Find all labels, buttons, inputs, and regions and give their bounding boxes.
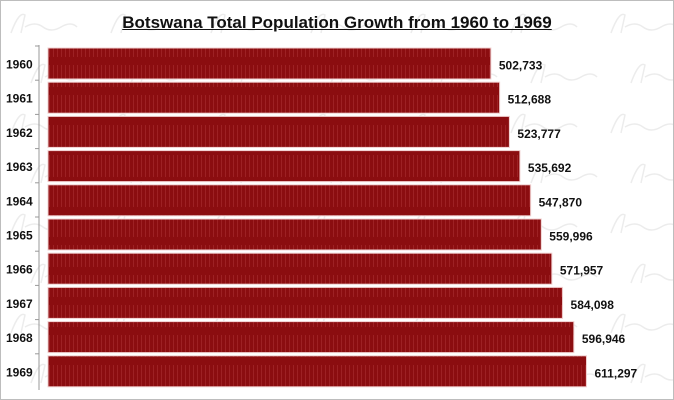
data-label: 502,733 [499,59,543,73]
y-tick-label: 1968 [6,331,33,345]
y-tick-label: 1961 [6,92,33,106]
data-label: 535,692 [528,161,572,175]
y-tick-label: 1964 [6,194,33,208]
chart-title: Botswana Total Population Growth from 19… [122,13,552,32]
bar-1965 [47,218,542,251]
bar-1966 [47,252,553,285]
data-label: 523,777 [517,127,561,141]
data-label: 571,957 [560,264,604,278]
data-label: 559,996 [549,230,593,244]
bar-1963 [47,150,521,183]
data-label: 596,946 [582,332,626,346]
y-tick-label: 1966 [6,263,33,277]
y-tick-label: 1969 [6,365,33,379]
bar-1960 [47,47,492,80]
y-tick-label: 1962 [6,126,33,140]
y-tick-label: 1963 [6,160,33,174]
data-label: 611,297 [595,366,638,380]
bar-1969 [47,355,587,388]
bar-1964 [47,184,532,217]
y-tick-label: 1967 [6,297,33,311]
bar-1961 [47,81,501,114]
data-label: 547,870 [539,195,583,209]
bar-1967 [47,286,564,319]
bar-1968 [47,321,575,354]
y-tick-label: 1965 [6,229,33,243]
data-label: 584,098 [571,298,615,312]
bar-1962 [47,115,510,148]
data-label: 512,688 [508,93,552,107]
y-tick-label: 1960 [6,58,33,72]
